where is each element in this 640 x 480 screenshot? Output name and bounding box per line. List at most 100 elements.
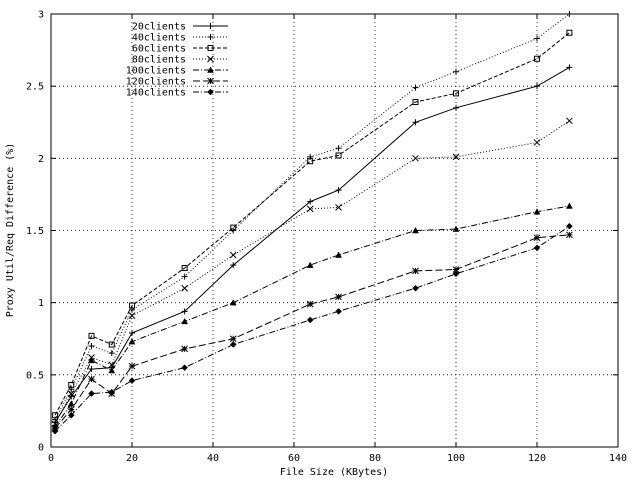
data-point [128,377,136,384]
data-point [335,152,342,159]
data-point [566,222,573,230]
legend: 20clients40clients60clients80clients100c… [126,22,228,99]
data-point [566,64,573,71]
data-point [533,139,541,146]
data-point [108,350,115,357]
data-point [88,375,95,383]
data-point [412,119,419,126]
legend-label: 60clients [132,44,186,55]
series-layer [51,11,573,435]
data-point [88,342,95,349]
data-point [230,224,237,231]
series-line [54,32,570,416]
x-tick-label: 40 [207,453,219,464]
data-point [335,145,342,152]
data-point [207,34,214,40]
data-point [534,35,540,42]
legend-label: 80clients [132,55,186,66]
data-point [412,154,419,162]
data-point [108,341,115,348]
data-point [207,77,214,85]
data-point [452,225,460,232]
data-point [335,204,342,211]
data-point [67,390,75,397]
data-point [67,411,75,419]
data-point [207,66,214,73]
data-point [566,11,573,17]
data-point [229,251,237,259]
data-point [181,317,189,325]
data-point [335,307,342,315]
data-point [335,251,342,258]
data-point [412,99,419,106]
y-tick-label: 0.5 [26,370,44,381]
data-point [108,361,116,369]
data-point [67,400,75,407]
data-point [230,262,237,269]
x-tick-label: 60 [288,453,300,464]
data-point [129,302,135,309]
x-tick-label: 140 [609,453,627,464]
legend-label: 120clients [126,77,186,88]
data-point [128,312,136,320]
series-line [54,66,570,423]
data-point [68,381,75,388]
data-point [181,284,189,292]
data-point [52,412,59,419]
series-140clients [51,222,573,435]
legend-label: 140clients [126,88,186,99]
data-point [181,364,189,371]
data-point [534,55,540,62]
data-point [453,104,459,111]
data-point [207,45,214,51]
data-point [67,406,75,413]
y-tick-label: 2 [38,154,44,165]
data-point [412,226,419,234]
data-point [335,293,342,301]
data-point [453,68,459,75]
data-point [307,198,314,205]
data-point [51,427,59,435]
data-point [88,356,95,364]
data-point [306,205,314,213]
data-point [129,329,135,336]
data-point [128,362,136,370]
data-point [128,338,136,345]
data-point [452,153,460,161]
legend-label: 40clients [132,33,186,44]
data-point [181,345,189,353]
data-point [207,23,214,29]
data-point [207,88,214,96]
data-point [335,187,342,194]
x-tick-label: 120 [528,453,546,464]
data-point [565,202,573,209]
data-point [412,284,419,292]
data-point [452,270,460,278]
data-point [229,341,237,348]
series-line [54,225,570,432]
series-20clients [52,64,573,426]
data-point [207,55,214,63]
x-tick-label: 100 [447,453,465,464]
data-point [108,388,116,396]
data-point [452,266,460,273]
legend-label: 20clients [132,22,186,33]
data-point [88,332,95,339]
y-tick-label: 0 [38,443,44,454]
series-100clients [51,202,573,430]
x-axis-title: File Size (KBytes) [280,467,388,478]
data-point [181,308,188,315]
data-point [412,267,419,275]
data-point [534,83,540,90]
axes: 0 20 40 60 80 100 120 140 0 0.5 1 1.5 2 2.5 3 [26,10,627,465]
data-point [181,273,188,280]
legend-label: 100clients [126,66,186,77]
data-point [307,158,314,165]
data-point [306,261,314,268]
data-point [453,90,459,97]
data-point [108,366,116,374]
data-point [306,316,314,324]
x-tick-label: 80 [369,453,381,464]
y-tick-label: 1.5 [26,226,44,237]
